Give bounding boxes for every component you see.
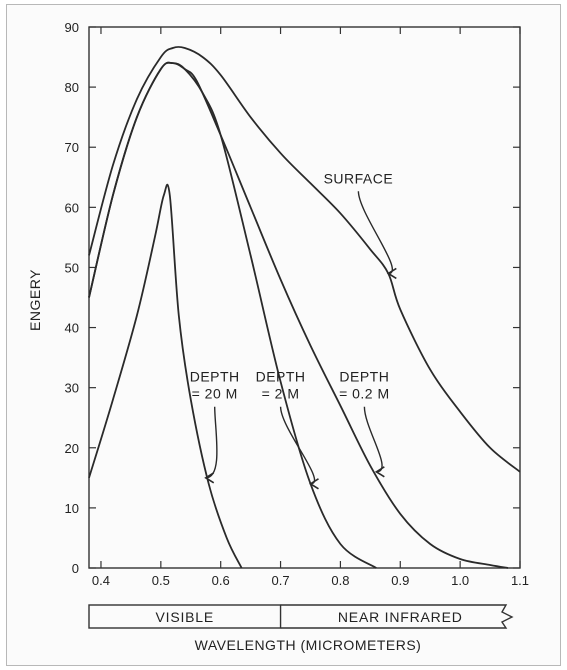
y-tick-label: 40 [65, 321, 79, 336]
band-box-open [280, 604, 514, 629]
curve-label: DEPTH = 20 M [190, 369, 240, 402]
curve-label-line: = 2 M [262, 386, 300, 402]
y-tick-label: 70 [65, 140, 79, 155]
x-axis-title: WAVELENGTH (MICROMETERS) [195, 637, 422, 653]
curves [88, 45, 521, 569]
pointer-arrow [279, 406, 316, 485]
x-tick-label: 1.0 [451, 573, 469, 588]
arrowhead [204, 472, 215, 484]
y-tick-label: 80 [65, 80, 79, 95]
curve-label-line: SURFACE [324, 170, 394, 186]
x-tick-label: 0.9 [391, 573, 409, 588]
band-box [88, 604, 282, 629]
x-tick-label: 0.6 [212, 573, 230, 588]
y-tick-label: 20 [65, 441, 79, 456]
x-tick-label: 0.5 [152, 573, 170, 588]
series-line-4 [88, 183, 243, 569]
pointer-arrow [205, 406, 218, 479]
series-line-1 [88, 45, 521, 473]
y-tick-label: 10 [65, 501, 79, 516]
curve-label: DEPTH = 0.2 M [339, 369, 390, 402]
y-axis-title: ENGERY [27, 269, 43, 331]
curve-label: DEPTH = 2 M [256, 369, 306, 402]
y-tick-label: 50 [65, 260, 79, 275]
y-tick-label: 60 [65, 200, 79, 215]
chart-frame [6, 4, 561, 666]
x-tick-label: 0.8 [331, 573, 349, 588]
series-line-2 [88, 61, 509, 569]
pointer-arrow [363, 406, 383, 473]
curve-label: SURFACE [324, 170, 394, 186]
curve-label-line: = 20 M [192, 386, 238, 402]
plot-area-frame [88, 26, 521, 569]
arrowhead [386, 267, 397, 280]
curve-label-line: DEPTH [339, 369, 389, 385]
band-label: NEAR INFRARED [338, 609, 463, 625]
x-tick-label: 0.4 [92, 573, 110, 588]
x-tick-label: 1.1 [511, 573, 529, 588]
curve-label-line: DEPTH [190, 369, 240, 385]
pointer-arrow [357, 191, 393, 275]
y-tick-label: 0 [72, 561, 79, 576]
y-tick-label: 90 [65, 20, 79, 35]
spectral-bands: VISIBLE NEAR INFRARED [88, 604, 514, 629]
arrowhead [374, 466, 385, 478]
x-tick-label: 0.7 [272, 573, 290, 588]
y-tick-label: 30 [65, 381, 79, 396]
arrowhead [308, 478, 319, 490]
series-line-3 [88, 61, 377, 569]
band-label: VISIBLE [156, 609, 215, 625]
curve-label-line: = 0.2 M [339, 386, 390, 402]
curve-label-line: DEPTH [256, 369, 306, 385]
